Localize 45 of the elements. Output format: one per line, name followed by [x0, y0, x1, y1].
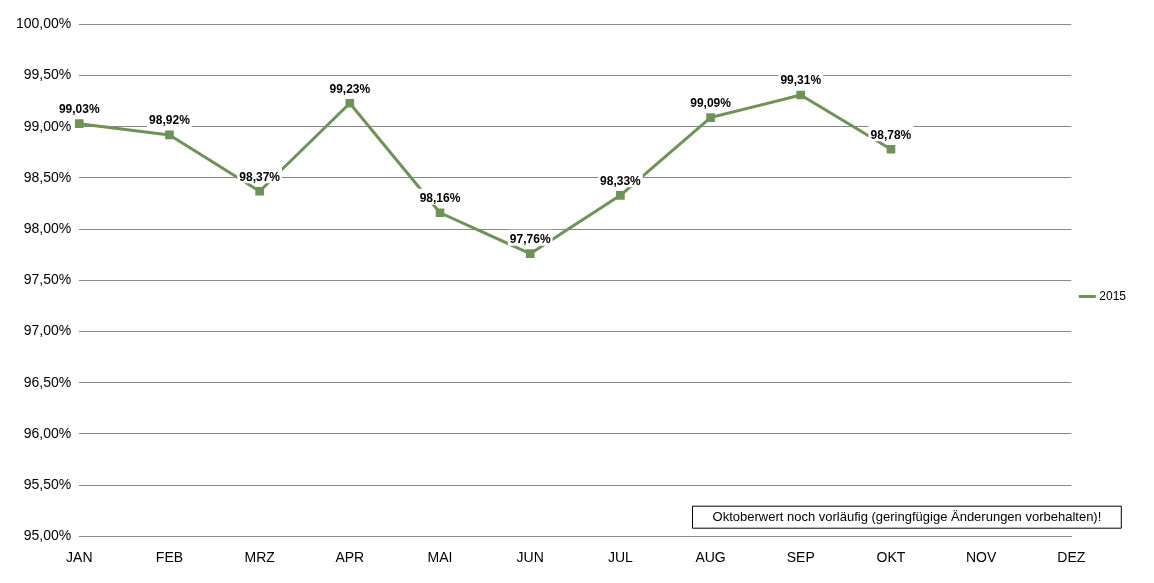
data-label: 99,03%: [58, 102, 100, 116]
annotation: Oktoberwert noch vorläufig (geringfügige Änderungen vorbehalten)!: [712, 508, 1102, 524]
point: [525, 249, 535, 259]
y-tick-label: 99,00%: [23, 117, 72, 134]
data-label: 99,31%: [780, 73, 822, 88]
point: [796, 90, 806, 100]
data-label: 99,09%: [690, 95, 732, 110]
point: [616, 191, 625, 200]
data-label: 97,76%: [509, 232, 551, 246]
x-tick-label: AUG: [695, 549, 726, 566]
point: [435, 208, 445, 218]
data-label: 98,16%: [419, 191, 461, 206]
point: [74, 119, 84, 129]
data-label: 98,37%: [239, 169, 281, 184]
y-tick-label: 98,00%: [23, 219, 72, 236]
x-tick-label: SEP: [786, 549, 815, 566]
point: [886, 144, 896, 154]
data-label: 98,78%: [870, 127, 912, 142]
x-tick-label: NOV: [965, 549, 997, 566]
y-tick-label: 95,50%: [23, 475, 72, 492]
y-tick-label: 95,00%: [23, 527, 72, 544]
legend-label: 2015: [1099, 288, 1127, 303]
x-tick-label: APR: [335, 549, 365, 566]
x-tick-label: OKT: [876, 549, 906, 566]
y-tick-label: 100,00%: [15, 15, 72, 32]
y-tick-label: 99,50%: [23, 66, 72, 83]
y-tick-label: 96,00%: [23, 424, 72, 441]
y-tick-label: 98,50%: [23, 168, 72, 185]
data-label: 98,92%: [149, 113, 191, 128]
x-tick-label: MRZ: [244, 549, 276, 566]
x-tick-label: MAI: [427, 549, 453, 566]
point: [706, 113, 715, 122]
x-tick-label: FEB: [155, 549, 184, 566]
point: [345, 98, 355, 108]
data-label: 98,33%: [600, 173, 642, 188]
data-label: 99,23%: [329, 81, 371, 96]
y-tick-label: 97,50%: [23, 271, 72, 288]
x-tick-label: JUL: [607, 549, 634, 566]
y-tick-label: 97,00%: [23, 322, 72, 339]
y-tick-label: 96,50%: [23, 373, 72, 390]
point: [255, 186, 264, 196]
x-tick-label: JUN: [516, 549, 544, 566]
point: [165, 130, 174, 140]
x-tick-label: DEZ: [1057, 549, 1086, 566]
x-tick-label: JAN: [66, 549, 93, 566]
